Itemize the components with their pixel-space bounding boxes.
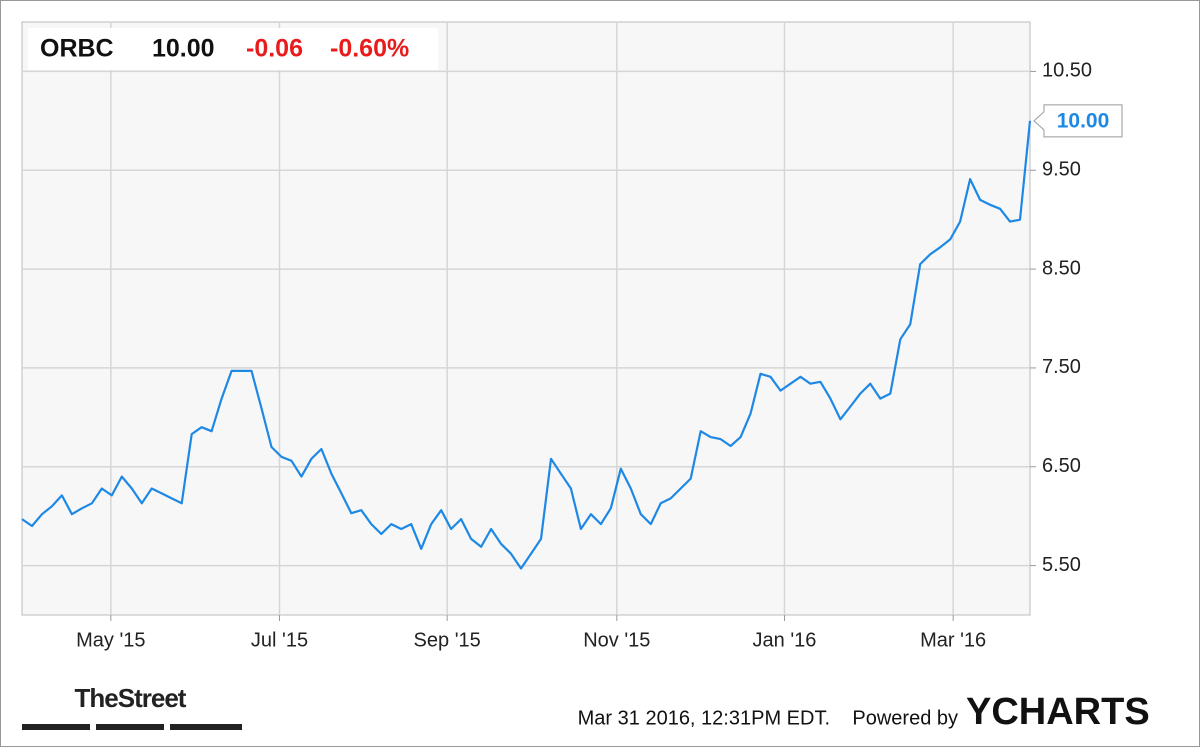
ticker: ORBC — [40, 35, 114, 63]
y-tick-label: 8.50 — [1042, 257, 1081, 279]
x-tick-label: Nov '15 — [583, 629, 650, 651]
footer-logo: TheStreet — [22, 683, 242, 730]
logo-bar — [170, 724, 242, 730]
header-box — [28, 28, 438, 70]
change: -0.06 — [246, 35, 303, 63]
price: 10.00 — [152, 35, 215, 63]
plot-area — [21, 21, 1031, 616]
x-tick-label: Mar '16 — [920, 629, 986, 651]
powered-by: Powered by — [852, 707, 958, 729]
last-value-label: 10.00 — [1057, 109, 1110, 132]
y-tick-label: 6.50 — [1042, 455, 1081, 477]
y-tick-label: 10.50 — [1042, 60, 1092, 82]
price-line — [21, 120, 1032, 570]
x-tick-label: May '15 — [76, 629, 145, 651]
logo-bar — [96, 724, 164, 730]
timestamp: Mar 31 2016, 12:31PM EDT. — [578, 707, 830, 729]
x-tick-label: Sep '15 — [414, 629, 481, 651]
source-logo: TheStreet — [75, 683, 187, 713]
y-tick-label: 7.50 — [1042, 356, 1081, 378]
logo-bar — [22, 724, 90, 730]
change-percent: -0.60% — [330, 35, 409, 63]
brand: YCHARTS — [966, 691, 1150, 733]
x-tick-label: Jul '15 — [251, 629, 308, 651]
last-value-callout — [1033, 104, 1123, 138]
y-tick-label: 9.50 — [1042, 159, 1081, 181]
y-tick-label: 5.50 — [1042, 554, 1081, 576]
x-tick-label: Jan '16 — [753, 629, 817, 651]
